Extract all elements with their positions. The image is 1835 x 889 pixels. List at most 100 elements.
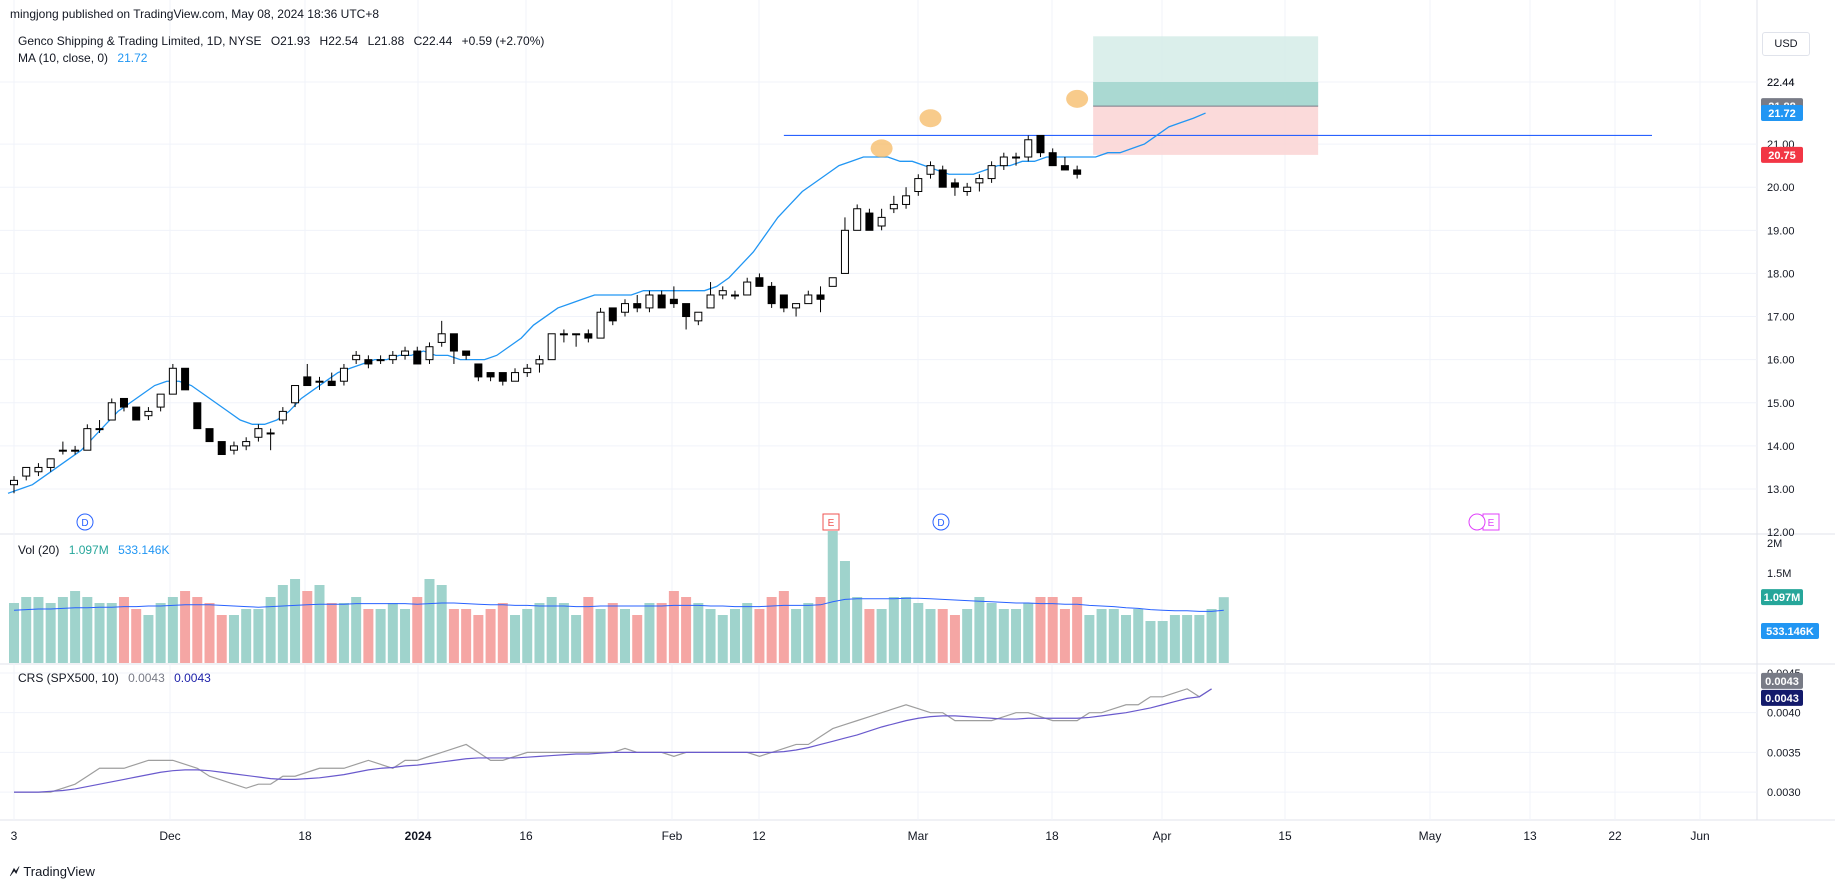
candle-body xyxy=(278,410,287,421)
volume-value: 1.097M xyxy=(68,543,109,557)
candle-body xyxy=(498,372,507,382)
candle-body xyxy=(987,165,996,180)
candle-body xyxy=(572,333,581,336)
volume-bar xyxy=(1182,615,1193,663)
candle xyxy=(291,385,300,408)
candle xyxy=(1073,165,1082,179)
candle xyxy=(902,187,911,209)
candle-body xyxy=(266,432,275,435)
volume-bar xyxy=(57,597,68,663)
volume-bar xyxy=(241,609,252,663)
candle-body xyxy=(388,354,397,361)
volume-bar xyxy=(461,609,472,663)
price-tick-label: 22.44 xyxy=(1767,77,1795,89)
volume-legend[interactable]: Vol (20) 1.097M 533.146K xyxy=(18,543,175,557)
volume-bar xyxy=(1194,615,1205,663)
volume-bar xyxy=(400,609,411,663)
candle-body xyxy=(376,359,385,362)
candle xyxy=(10,476,18,494)
ma-legend[interactable]: MA (10, close, 0) 21.72 xyxy=(18,51,153,65)
candle xyxy=(633,294,642,313)
volume-bar xyxy=(839,561,850,663)
volume-bar xyxy=(326,603,337,663)
volume-bar xyxy=(497,603,508,663)
volume-bar xyxy=(253,609,264,663)
volume-bar xyxy=(473,615,484,663)
candle-body xyxy=(462,350,471,356)
candle-body xyxy=(437,333,446,343)
price-tick-label: 17.00 xyxy=(1767,312,1795,324)
candle xyxy=(352,351,361,364)
crs-tick-label: 0.0040 xyxy=(1767,708,1801,720)
dividend-marker-label: D xyxy=(937,518,944,529)
candle xyxy=(364,355,373,369)
currency-button[interactable]: USD xyxy=(1762,32,1810,56)
volume-bar xyxy=(949,615,960,663)
volume-tick-label: 2M xyxy=(1767,538,1782,550)
highlight-marker xyxy=(870,139,893,158)
candle-body xyxy=(523,367,532,374)
candle xyxy=(706,282,715,309)
candle-body xyxy=(902,195,911,205)
crs-ma-badge: 0.0043 xyxy=(1761,689,1803,706)
candle-body xyxy=(1024,139,1033,158)
candle-body xyxy=(999,156,1008,167)
candle xyxy=(1048,148,1057,167)
price-tick-label: 13.00 xyxy=(1767,484,1795,496)
volume-bar xyxy=(412,597,423,663)
candle-body xyxy=(315,380,324,383)
crs-value: 0.0043 xyxy=(128,671,165,685)
price-tick-label: 18.00 xyxy=(1767,268,1795,280)
candle xyxy=(1036,134,1045,158)
candle xyxy=(511,368,520,382)
candle xyxy=(144,407,153,421)
candle xyxy=(840,217,849,274)
volume-bar xyxy=(693,603,704,663)
volume-bar xyxy=(277,585,288,663)
tradingview-logo[interactable]: 🗲 TradingView xyxy=(10,863,95,880)
volume-bar xyxy=(106,603,117,663)
candle xyxy=(828,277,837,287)
volume-bar xyxy=(778,591,789,663)
candle-body xyxy=(425,346,434,361)
volume-bar xyxy=(668,591,679,663)
candle xyxy=(315,376,324,390)
candle xyxy=(327,372,336,387)
candle-body xyxy=(926,165,935,175)
volume-tick-label: 1.5M xyxy=(1767,568,1791,580)
volume-bar xyxy=(1011,609,1022,663)
volume-bar xyxy=(1023,603,1034,663)
volume-bar xyxy=(705,609,716,663)
x-tick-label: 15 xyxy=(1278,829,1292,843)
volume-bar xyxy=(1035,597,1046,663)
volume-bar xyxy=(717,615,728,663)
volume-bar xyxy=(94,603,105,663)
candle xyxy=(339,363,348,386)
candle-body xyxy=(83,428,92,451)
candle xyxy=(58,441,67,455)
candle xyxy=(1060,157,1069,171)
volume-bar xyxy=(70,591,81,663)
candle-body xyxy=(596,311,605,339)
volume-bar xyxy=(338,603,349,663)
candle xyxy=(498,372,507,386)
candle-body xyxy=(474,363,483,378)
published-by-text: mingjong published on TradingView.com, M… xyxy=(10,7,380,21)
candle xyxy=(242,437,251,451)
candle-body xyxy=(950,182,959,188)
x-tick-label: Dec xyxy=(159,829,180,843)
crs-legend[interactable]: CRS (SPX500, 10) 0.0043 0.0043 xyxy=(18,671,217,685)
candle-body xyxy=(107,402,116,421)
volume-bar xyxy=(888,597,899,663)
highlight-marker xyxy=(1066,89,1089,108)
symbol-name[interactable]: Genco Shipping & Trading Limited, 1D, NY… xyxy=(18,34,262,48)
volume-bar xyxy=(766,597,777,663)
candle-body xyxy=(449,333,458,352)
volume-bar xyxy=(1059,609,1070,663)
candle-body xyxy=(779,294,788,309)
volume-bar xyxy=(375,609,386,663)
crs-ma-badge-text: 0.0043 xyxy=(1765,693,1799,705)
candle xyxy=(718,286,727,300)
volume-bar xyxy=(204,603,215,663)
